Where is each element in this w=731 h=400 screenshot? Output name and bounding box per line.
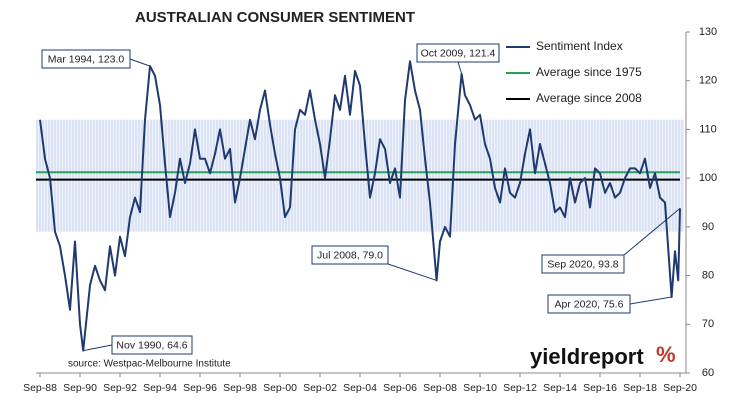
x-tick-label: Sep-90 (63, 382, 97, 394)
x-tick-label: Sep-06 (383, 382, 417, 394)
annotation-box (111, 335, 193, 355)
annotation: Oct 2009, 121.4 (421, 47, 496, 59)
x-tick-label: Sep-94 (143, 382, 177, 394)
x-tick-label: Sep-02 (303, 382, 337, 394)
logo: yieldreport (530, 344, 644, 369)
annotation: Nov 1990, 64.6 (116, 339, 187, 351)
logo-mark: % (656, 342, 676, 367)
x-tick-label: Sep-16 (583, 382, 617, 394)
annotation-leader (623, 207, 681, 256)
series-line (39, 60, 681, 352)
x-tick-label: Sep-14 (543, 382, 577, 394)
x-tick-label: Sep-00 (263, 382, 297, 394)
annotation-box (41, 49, 131, 69)
y-tick-label: 80 (702, 269, 714, 281)
annotation-leader (629, 296, 672, 305)
legend-label: Sentiment Index (536, 39, 623, 53)
annotation-box (311, 245, 389, 265)
chart-title: AUSTRALIAN CONSUMER SENTIMENT (135, 9, 415, 26)
x-tick-label: Sep-08 (423, 382, 457, 394)
x-tick-label: Sep-18 (623, 382, 657, 394)
annotation-leader (129, 58, 151, 67)
annotation-box (547, 294, 631, 314)
source: source: Westpac-Melbourne Institute (68, 359, 231, 370)
y-tick-label: 130 (699, 26, 717, 38)
annotation-leader (457, 61, 463, 75)
x-tick-label: Sep-12 (503, 382, 537, 394)
legend-box (500, 36, 678, 116)
y-tick-label: 110 (699, 123, 717, 135)
legend-label: Average since 1975 (536, 65, 642, 79)
annotation-leader (387, 263, 437, 281)
x-tick-label: Sep-04 (343, 382, 377, 394)
x-tick-label: Sep-88 (23, 382, 57, 394)
y-tick-label: 90 (702, 221, 714, 233)
x-tick-label: Sep-98 (223, 382, 257, 394)
x-tick-label: Sep-96 (183, 382, 217, 394)
annotation: Jul 2008, 79.0 (317, 249, 383, 261)
annotation-box (416, 43, 500, 63)
x-tick-label: Sep-10 (463, 382, 497, 394)
y-tick-label: 60 (702, 367, 714, 379)
annotation-leader (83, 344, 113, 352)
legend-label: Average since 2008 (536, 91, 642, 105)
y-tick-label: 100 (699, 172, 717, 184)
annotation: Sep 2020, 93.8 (547, 258, 618, 270)
annotation: Apr 2020, 75.6 (555, 298, 624, 310)
annotation: Mar 1994, 123.0 (48, 53, 125, 65)
x-tick-label: Sep-92 (103, 382, 137, 394)
y-tick-label: 70 (702, 318, 714, 330)
x-tick-label: Sep-20 (663, 382, 697, 394)
y-tick-label: 120 (699, 75, 717, 87)
annotation-box (541, 254, 625, 274)
band (36, 119, 684, 232)
